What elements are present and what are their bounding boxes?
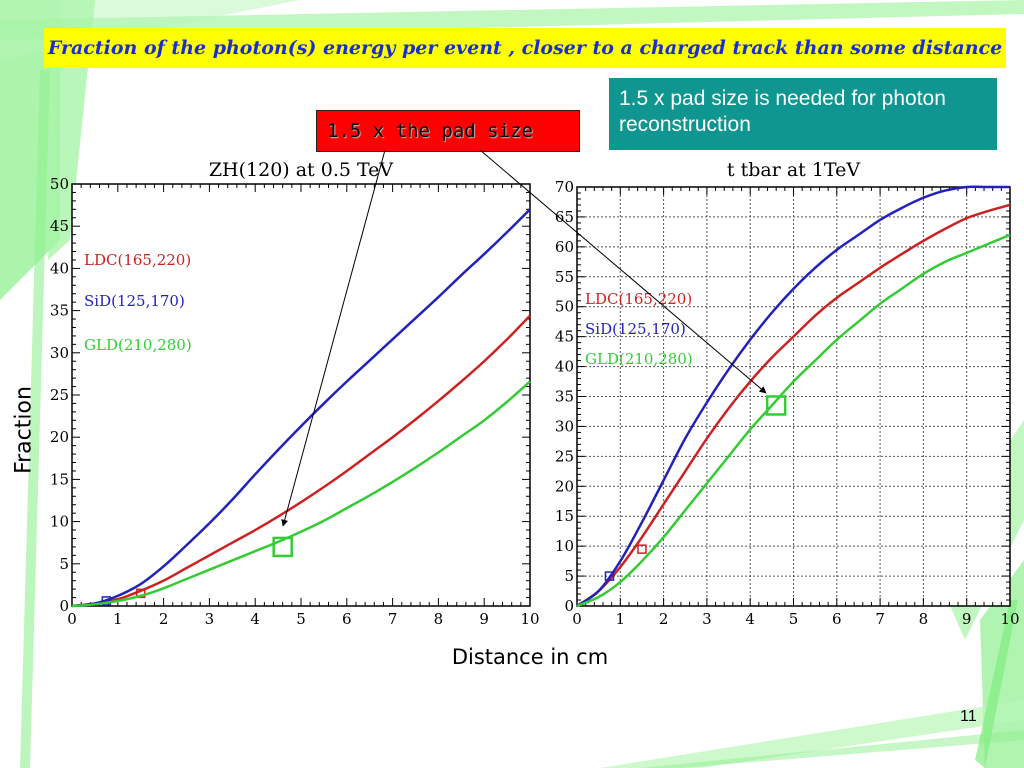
series-line-ldc: [576, 203, 1011, 608]
legend-entry-ldc: LDC(165,220): [585, 290, 692, 308]
series-line-sid: [576, 185, 1011, 608]
series-marker-gld: [272, 536, 293, 558]
y-tick-label: 65: [555, 208, 574, 226]
plot-area: [72, 184, 530, 606]
y-tick-label: 15: [555, 507, 574, 525]
x-tick-label: 2: [659, 610, 669, 628]
legend-entry-ldc: LDC(165,220): [84, 251, 191, 269]
y-tick-label: 50: [50, 175, 69, 193]
y-tick-label: 50: [555, 298, 574, 316]
y-tick-label: 25: [50, 386, 69, 404]
x-tick-label: 4: [745, 610, 755, 628]
x-tick-label: 3: [702, 610, 712, 628]
y-tick-label: 45: [50, 217, 69, 235]
series-line-gld: [576, 233, 1011, 608]
x-tick-label: 1: [616, 610, 626, 628]
y-tick-label: 30: [555, 417, 574, 435]
y-tick-label: 25: [555, 447, 574, 465]
legend-entry-sid: SiD(125,170): [84, 292, 185, 310]
y-tick-label: 20: [50, 428, 69, 446]
pad-size-callout: 1.5 x the pad size: [316, 110, 580, 152]
series-marker-gld: [765, 395, 787, 416]
y-tick-label: 45: [555, 328, 574, 346]
y-tick-label: 40: [555, 358, 574, 376]
note-box: 1.5 x pad size is needed for photon reco…: [609, 78, 997, 150]
x-tick-label: 6: [832, 610, 842, 628]
legend-entry-sid: SiD(125,170): [585, 320, 686, 338]
x-tick-label: 8: [919, 610, 929, 628]
chart-1: 0 1 2 3 4 5 6 7 8 9 1005101520253035404550ZH(120) …: [50, 159, 540, 628]
series-marker-ldc: [637, 544, 647, 554]
x-tick-label: 5: [789, 610, 799, 628]
y-tick-label: 0: [59, 597, 69, 615]
y-axis-label: Fraction: [11, 386, 37, 474]
x-tick-label: 8: [434, 610, 444, 628]
x-tick-label: 7: [388, 610, 398, 628]
y-tick-label: 0: [564, 597, 574, 615]
y-tick-label: 35: [555, 388, 574, 406]
series-marker-sid: [604, 571, 615, 581]
x-tick-label: 5: [296, 610, 306, 628]
legend-entry-gld: GLD(210,280): [585, 350, 693, 368]
y-tick-label: 5: [59, 555, 69, 573]
x-tick-label: 9: [962, 610, 972, 628]
x-tick-label: 7: [875, 610, 885, 628]
y-tick-label: 10: [555, 537, 574, 555]
chart-title: ZH(120) at 0.5 TeV: [209, 159, 394, 181]
y-tick-label: 40: [50, 259, 69, 277]
legend-entry-gld: GLD(210,280): [84, 336, 192, 354]
chart-title: t tbar at 1TeV: [727, 159, 860, 181]
y-tick-label: 35: [50, 302, 69, 320]
page-number: 11: [960, 708, 977, 725]
x-tick-label: 2: [159, 610, 169, 628]
x-tick-label: 4: [250, 610, 260, 628]
x-tick-label: 9: [479, 610, 489, 628]
x-tick-label: 1: [113, 610, 123, 628]
slide-title: Fraction of the photon(s) energy per eve…: [44, 28, 1006, 68]
x-tick-label: 10: [520, 610, 539, 628]
series-marker-sid: [101, 596, 112, 606]
y-tick-label: 60: [555, 238, 574, 256]
y-tick-label: 10: [50, 513, 69, 531]
series-line-gld: [71, 380, 531, 608]
y-tick-label: 55: [555, 268, 574, 286]
y-axis-label-container: Fraction: [0, 380, 48, 480]
chart-2: 0 1 2 3 4 5 6 7 8 9 100510152025303540455055606570…: [555, 159, 1020, 628]
y-tick-label: 15: [50, 470, 69, 488]
x-tick-label: 10: [1000, 610, 1019, 628]
y-tick-label: 20: [555, 477, 574, 495]
pad-size-label: 1.5 x the pad size: [327, 120, 533, 142]
y-tick-label: 70: [555, 178, 574, 196]
x-tick-label: 0: [572, 610, 582, 628]
y-tick-label: 5: [564, 567, 574, 585]
y-tick-label: 30: [50, 344, 69, 362]
series-marker-ldc: [135, 588, 146, 599]
x-tick-label: 0: [67, 610, 77, 628]
x-tick-label: 6: [342, 610, 352, 628]
x-tick-label: 3: [205, 610, 215, 628]
x-axis-label: Distance in cm: [451, 645, 609, 669]
